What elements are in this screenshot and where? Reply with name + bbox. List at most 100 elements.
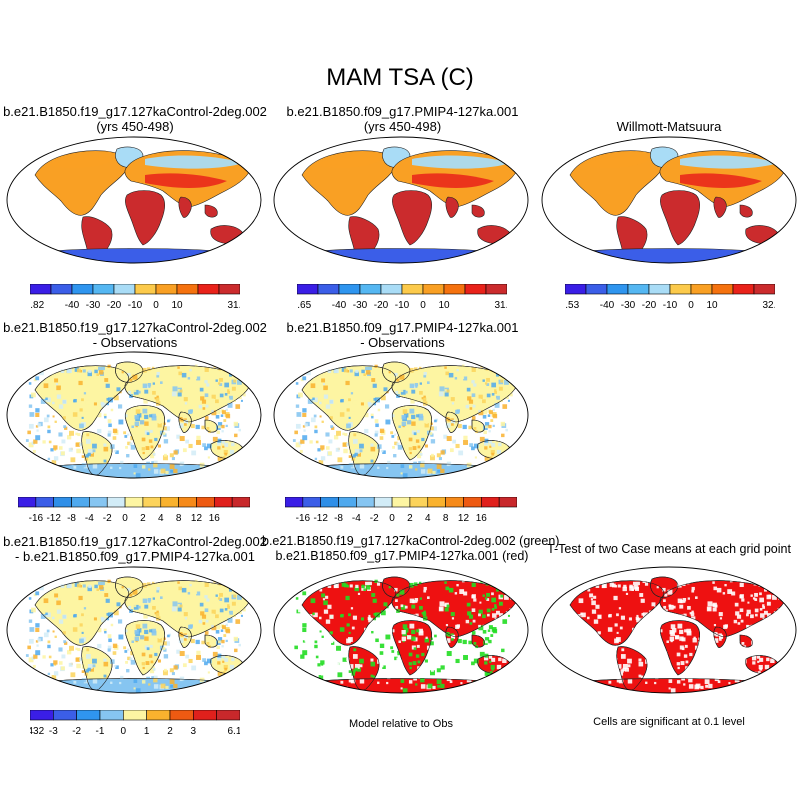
colorbar-label: -2 [370,513,379,524]
panel-7-map [6,566,262,694]
colorbar-box [71,497,90,508]
land-africa [392,190,433,246]
land-india [178,196,192,218]
colorbar-box [113,284,136,295]
colorbar-label: -2 [103,513,112,524]
panel-1-title: b.e21.B1850.f19_g17.127kaControl-2deg.00… [3,104,267,134]
colorbar-box [732,284,755,295]
map-border [541,566,797,694]
colorbar-box [218,284,240,295]
colorbar-box [231,497,250,508]
colorbar-box [176,284,199,295]
colorbar-label: -30 [353,300,368,311]
panel-9-map [541,566,797,694]
colorbar-box [214,497,233,508]
colorbar-box [485,284,507,295]
colorbar-label: 0 [153,300,159,311]
map-border [273,566,529,694]
colorbar-label: 12 [458,513,470,524]
map-border [6,136,262,264]
colorbar-label: 0 [389,513,395,524]
colorbar-box [285,497,304,508]
colorbar-box [123,710,147,721]
colorbar-box [92,284,115,295]
colorbar-label: 32.19 [762,300,775,311]
colorbar-label: 10 [706,300,718,311]
colorbar-box [498,497,517,508]
colorbar-box [443,284,466,295]
map-border [6,351,262,479]
colorbar-label: 16 [476,513,488,524]
colorbar-label: 12 [191,513,203,524]
land-africa [125,190,166,246]
panel-3-title: Willmott-Matsuura [616,119,722,134]
panel-8-note: Model relative to Obs [349,718,453,730]
land-india [713,196,727,218]
colorbar-box [53,710,77,721]
colorbar-label: -8 [334,513,343,524]
colorbar-label: 10 [438,300,450,311]
colorbar-label: -30 [86,300,101,311]
colorbar-label: -4 [352,513,361,524]
colorbar-box [35,497,54,508]
colorbar-label: -20 [642,300,657,311]
colorbar-box [302,497,321,508]
colorbar-box [89,497,108,508]
panel-3-colorbar: -62.53 -40 -30 -20 -10 0 10 32.19 [565,284,775,311]
map-border [541,136,797,264]
land-seasia [204,204,218,218]
colorbar-box [373,497,393,508]
colorbar-label: 6.183 [227,726,240,737]
colorbar-label: 31.53 [227,300,240,311]
land-africa [660,190,701,246]
colorbar-box [134,284,157,295]
colorbar-label: -10 [128,300,143,311]
colorbar-box [320,497,339,508]
colorbar-box [409,497,429,508]
colorbar-box [124,497,144,508]
colorbar-box [401,284,424,295]
colorbar-label: -40 [65,300,80,311]
colorbar-label: -40 [332,300,347,311]
colorbar-label: 2 [167,726,173,737]
colorbar-label: -12 [313,513,328,524]
colorbar-box [585,284,608,295]
colorbar-label: 4 [425,513,431,524]
colorbar-box [338,284,361,295]
colorbar-box [297,284,319,295]
colorbar-label: -16 [296,513,311,524]
colorbar-label: -30 [621,300,636,311]
panel-9-title: T-Test of two Case means at each grid po… [547,542,791,556]
colorbar-label: 4 [158,513,164,524]
land-antarctica [300,248,504,263]
map-border [273,136,529,264]
colorbar-box [481,497,500,508]
panel-8-map [273,566,529,694]
colorbar-label: -61.82 [30,300,45,311]
colorbar-box [669,284,692,295]
colorbar-label: -20 [107,300,122,311]
colorbar-label: 1 [144,726,150,737]
colorbar-label: 3 [191,726,197,737]
colorbar-label: 8 [443,513,449,524]
colorbar-box [445,497,464,508]
colorbar-label: 10 [171,300,183,311]
colorbar-box [711,284,734,295]
map-border [273,351,529,479]
panel-5-map [273,351,529,479]
figure-title: MAM TSA (C) [326,64,474,91]
colorbar-box [380,284,403,295]
colorbar-label: 2 [407,513,413,524]
map-border [6,566,262,694]
colorbar-label: 16 [209,513,221,524]
panel-1-colorbar: -61.82 -40 -30 -20 -10 0 10 31.53 [30,284,240,311]
colorbar-box [193,710,217,721]
colorbar-box [463,497,482,508]
land-antarctica [568,248,772,263]
colorbar-label: 31.87 [494,300,507,311]
colorbar-box [196,497,215,508]
colorbar-label: 0 [121,726,127,737]
colorbar-label: -20 [374,300,389,311]
colorbar-box [606,284,629,295]
